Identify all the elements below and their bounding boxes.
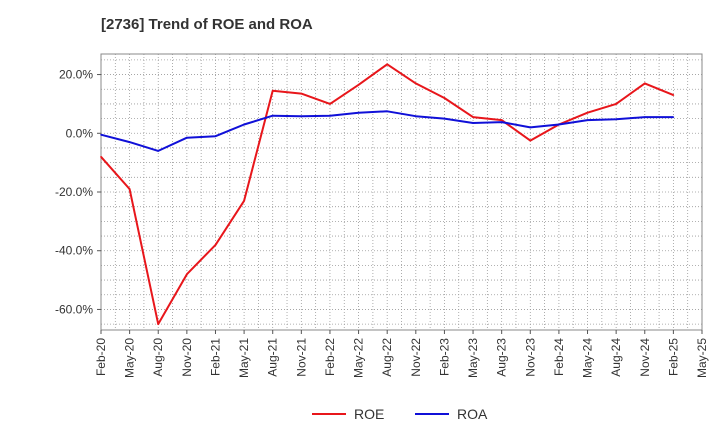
- x-tick-label: Aug-24: [609, 338, 623, 377]
- y-axis: 20.0% 0.0% -20.0% -40.0% -60.0%: [55, 68, 101, 316]
- data-point-roa: [672, 116, 675, 118]
- data-point-roa: [415, 115, 417, 118]
- data-point-roa: [214, 135, 217, 138]
- chart-title: [2736] Trend of ROE and ROA: [101, 16, 313, 33]
- data-point-roa: [472, 122, 474, 124]
- data-point-roe: [128, 188, 131, 190]
- data-point-roa: [443, 117, 446, 120]
- data-point-roa: [558, 123, 560, 126]
- data-point-roa: [329, 114, 331, 117]
- x-axis: Feb-20 May-20 Aug-20 Nov-20 Feb-21 May-21 Aug-…: [94, 330, 709, 378]
- data-point-roa: [357, 111, 360, 114]
- legend-label-roa: ROA: [457, 406, 488, 422]
- data-point-roe: [386, 63, 388, 66]
- data-point-roa: [157, 150, 160, 152]
- data-point-roa: [243, 123, 245, 126]
- data-point-roe: [100, 155, 102, 158]
- x-tick-label: Nov-21: [294, 338, 308, 377]
- data-point-roe: [443, 97, 446, 99]
- data-point-roe: [300, 92, 303, 95]
- x-tick-label: Nov-23: [523, 338, 537, 377]
- x-tick-label: Aug-20: [151, 338, 165, 377]
- x-tick-label: Feb-20: [94, 338, 108, 376]
- data-point-roe: [472, 116, 474, 118]
- data-point-roa: [529, 126, 532, 129]
- x-tick-label: Nov-24: [638, 338, 652, 377]
- data-point-roe: [529, 139, 532, 142]
- data-point-roe: [615, 103, 617, 105]
- data-point-roa: [128, 141, 131, 143]
- data-point-roa: [100, 133, 102, 136]
- data-point-roe: [500, 119, 503, 121]
- data-point-roe: [214, 244, 217, 246]
- y-tick-label: -40.0%: [55, 244, 93, 258]
- x-tick-label: May-20: [123, 338, 137, 378]
- x-tick-label: Aug-22: [380, 338, 394, 377]
- data-point-roe: [271, 89, 274, 92]
- data-point-roe: [672, 94, 675, 96]
- data-point-roe: [243, 200, 245, 202]
- series-lines: [100, 63, 675, 326]
- data-point-roa: [186, 136, 188, 139]
- data-point-roe: [157, 323, 160, 325]
- data-point-roe: [586, 111, 589, 114]
- x-tick-label: May-22: [352, 338, 366, 378]
- x-tick-label: Feb-21: [208, 338, 222, 376]
- data-point-roe: [186, 273, 188, 276]
- data-point-roa: [643, 116, 646, 118]
- data-point-roe: [643, 82, 646, 85]
- x-tick-label: May-25: [695, 338, 709, 378]
- data-point-roa: [271, 114, 274, 117]
- y-tick-label: 0.0%: [66, 126, 94, 140]
- x-tick-label: Feb-23: [437, 338, 451, 376]
- legend: ROE ROA: [312, 406, 488, 422]
- x-tick-label: Feb-25: [666, 338, 680, 376]
- y-tick-label: -20.0%: [55, 185, 93, 199]
- data-point-roa: [386, 110, 388, 113]
- data-point-roa: [615, 118, 617, 120]
- y-tick-label: -60.0%: [55, 302, 93, 316]
- x-tick-label: May-24: [581, 338, 595, 378]
- x-tick-label: Feb-22: [323, 338, 337, 376]
- data-point-roa: [500, 121, 503, 123]
- x-tick-label: Nov-20: [180, 338, 194, 377]
- x-tick-label: Feb-24: [552, 338, 566, 376]
- x-tick-label: May-21: [237, 338, 251, 378]
- x-tick-label: Nov-22: [409, 338, 423, 377]
- data-point-roe: [415, 82, 417, 85]
- data-point-roa: [586, 119, 589, 121]
- data-point-roe: [357, 84, 360, 86]
- grid: [101, 54, 702, 330]
- x-tick-label: Aug-23: [495, 338, 509, 377]
- x-tick-label: May-23: [466, 338, 480, 378]
- data-point-roe: [329, 103, 331, 105]
- y-tick-label: 20.0%: [59, 68, 93, 82]
- data-point-roa: [300, 115, 303, 118]
- x-tick-label: Aug-21: [266, 338, 280, 377]
- legend-label-roe: ROE: [354, 406, 384, 422]
